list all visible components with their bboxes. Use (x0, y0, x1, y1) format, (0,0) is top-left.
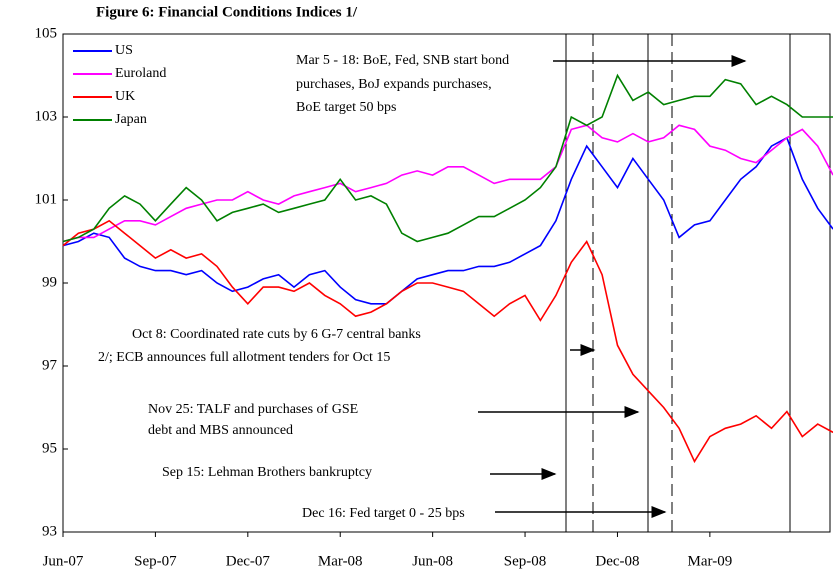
y-tick-label: 99 (42, 274, 57, 290)
legend-label: Euroland (115, 66, 166, 81)
arrows (478, 55, 747, 518)
series-line (62, 136, 833, 305)
series-layer (62, 73, 833, 464)
event-lines (565, 34, 791, 532)
annotation: BoE target 50 bps (296, 100, 396, 115)
x-tick-label: Jun-07 (43, 553, 84, 569)
y-tick-label: 93 (42, 523, 57, 539)
annotation: Oct 8: Coordinated rate cuts by 6 G-7 ce… (132, 327, 421, 342)
y-tick-label: 95 (42, 440, 57, 456)
series-line (62, 219, 833, 464)
legend-label: Japan (115, 112, 147, 127)
x-tick-label: Jun-08 (412, 553, 453, 569)
chart-title: Figure 6: Financial Conditions Indices 1… (96, 4, 358, 20)
plot-frame (62, 33, 831, 533)
x-tick-label: Mar-09 (688, 553, 733, 569)
legend-label: UK (115, 89, 135, 104)
annotation: 2/; ECB announces full allotment tenders… (98, 350, 390, 365)
x-tick-label: Mar-08 (318, 553, 363, 569)
series-line (62, 124, 833, 243)
y-tick-label: 103 (35, 108, 58, 124)
annotation: Mar 5 - 18: BoE, Fed, SNB start bond (296, 53, 509, 68)
annotation: purchases, BoJ expands purchases, (296, 77, 492, 92)
annotations: Mar 5 - 18: BoE, Fed, SNB start bond pur… (98, 53, 509, 521)
annotation: Sep 15: Lehman Brothers bankruptcy (162, 465, 372, 480)
y-tick-label: 105 (35, 25, 58, 41)
legend-label: US (115, 43, 133, 58)
x-tick-label: Dec-08 (595, 553, 639, 569)
x-tick-label: Dec-07 (226, 553, 271, 569)
series-line (62, 73, 833, 243)
x-tick-label: Sep-08 (504, 553, 547, 569)
annotation: Nov 25: TALF and purchases of GSE (148, 402, 358, 417)
y-tick-label: 101 (35, 191, 58, 207)
x-tick-label: Sep-07 (134, 553, 177, 569)
y-tick-label: 97 (42, 357, 58, 373)
annotation: Dec 16: Fed target 0 - 25 bps (302, 506, 465, 521)
annotation: debt and MBS announced (148, 423, 293, 438)
